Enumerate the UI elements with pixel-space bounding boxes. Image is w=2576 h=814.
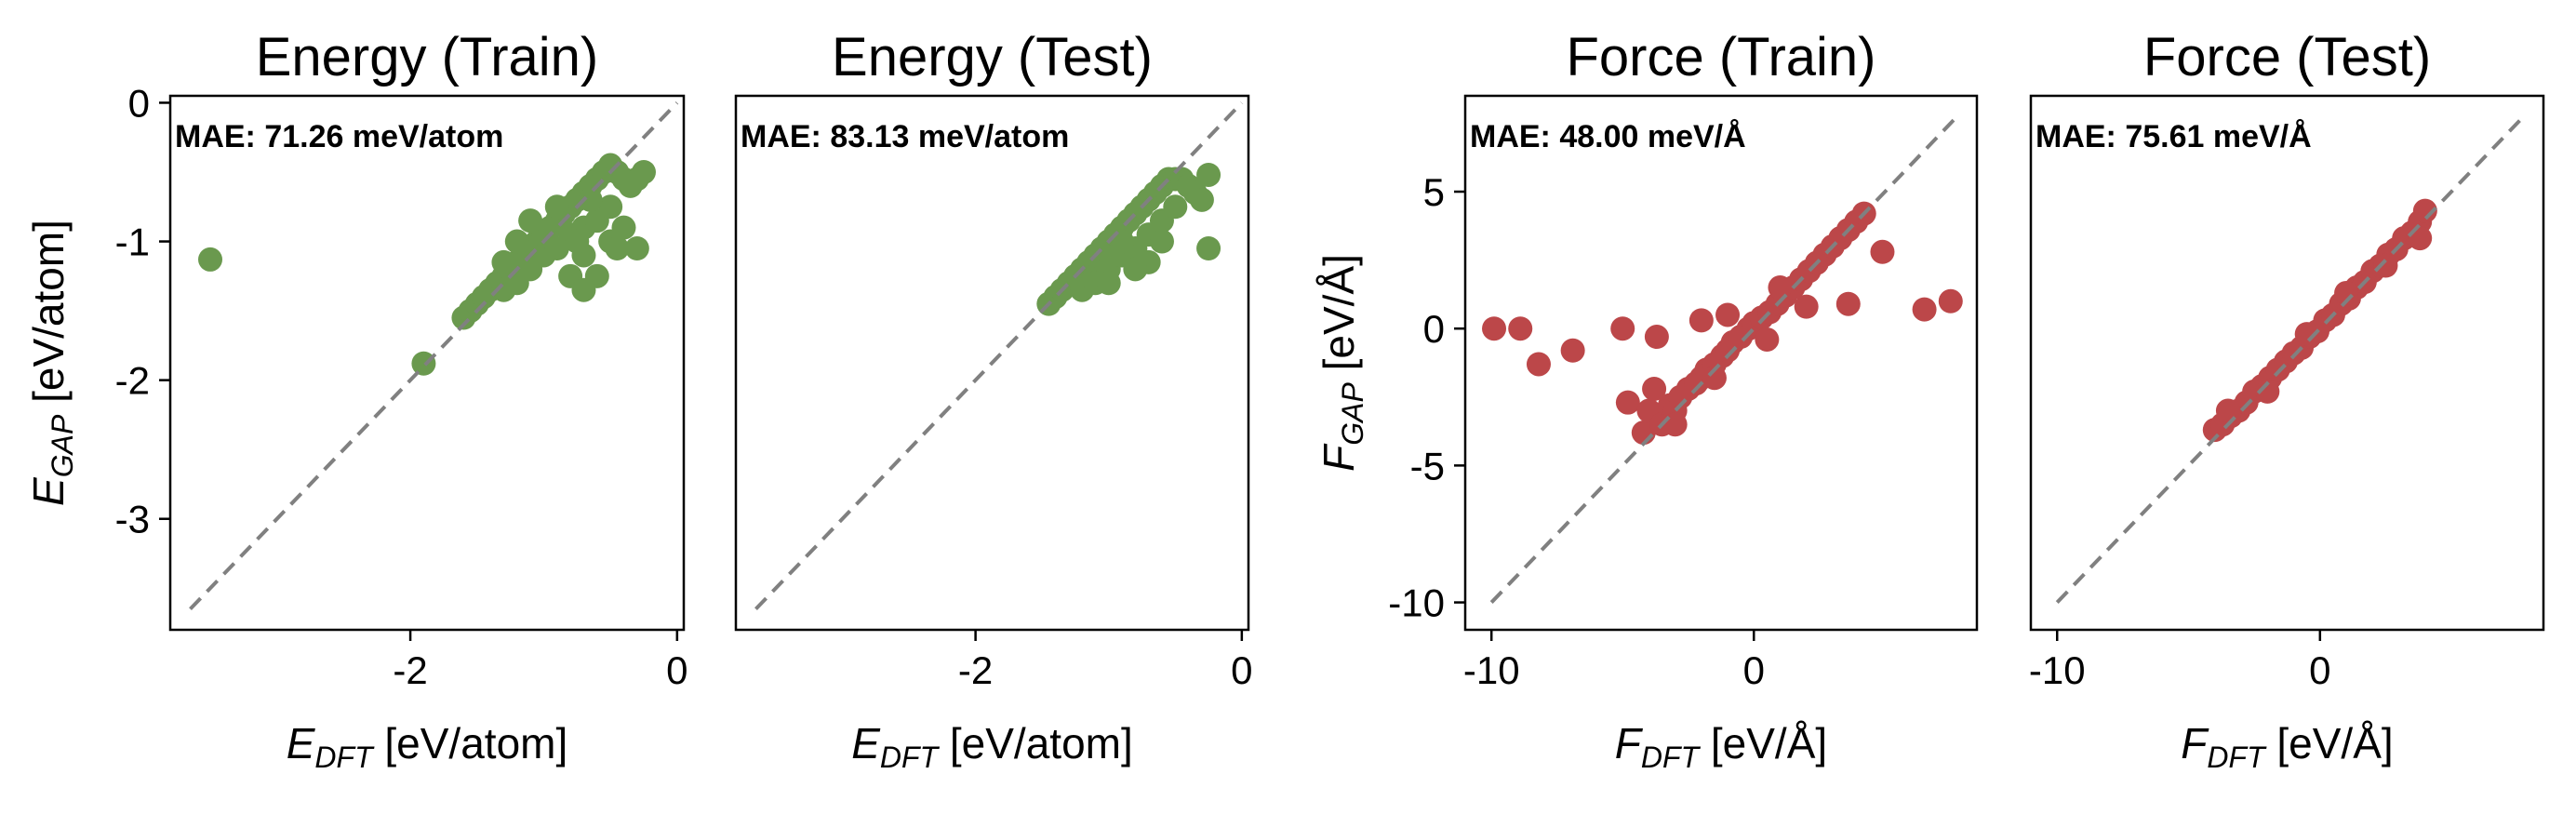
data-point <box>1096 271 1121 296</box>
data-point <box>1870 239 1895 264</box>
x-axis-label: FDFT [eV/Å] <box>1615 719 1827 774</box>
data-point <box>1196 162 1221 187</box>
axes-frame <box>168 94 686 632</box>
y-tick-label: -3 <box>115 498 150 541</box>
y-tick-label: 0 <box>128 81 150 125</box>
x-tick-label: 0 <box>1743 648 1765 692</box>
data-point <box>1912 297 1937 322</box>
data-point <box>1794 294 1819 319</box>
data-point <box>491 249 516 274</box>
data-point <box>2255 379 2280 404</box>
data-point <box>544 194 569 220</box>
data-point <box>1662 412 1688 437</box>
axes-frame <box>734 94 1250 632</box>
data-point <box>611 215 636 240</box>
diagonal-reference-line <box>2055 113 2527 604</box>
panel-2: Energy (Test) -2 0 MAE: 83.13 meV/atom EDFT … <box>734 27 1253 774</box>
data-point <box>2373 253 2398 278</box>
data-point <box>1196 236 1221 260</box>
panel-3: Force (Train) -10 0 5 0 -5 -10 MAE: 48.00 meV/Å… <box>1315 27 1979 774</box>
data-point <box>1526 352 1551 377</box>
data-point <box>1715 302 1741 327</box>
data-point <box>1768 275 1793 300</box>
data-point <box>2334 280 2359 305</box>
data-point <box>1560 338 1585 363</box>
data-point <box>2408 226 2433 251</box>
y-tick-label: -1 <box>115 220 150 264</box>
diagonal-reference-line <box>189 101 679 611</box>
data-point <box>1110 229 1135 254</box>
x-tick-label: 0 <box>666 648 687 692</box>
y-tick-label: 0 <box>1423 307 1445 351</box>
x-axis-label: EDFT [eV/atom] <box>287 719 568 774</box>
data-point <box>1482 316 1507 341</box>
data-point <box>1149 229 1174 254</box>
panel-title: Energy (Train) <box>256 27 599 87</box>
data-point <box>1163 194 1188 220</box>
data-point <box>605 236 630 260</box>
data-point <box>1189 187 1214 212</box>
data-point <box>1642 376 1667 401</box>
panel-4: Force (Test) -10 0 MAE: 75.61 meV/Å FDFT [eV… <box>2029 27 2545 774</box>
data-point <box>2294 322 2319 347</box>
panel-title: Force (Test) <box>2143 27 2431 87</box>
mae-annotation: MAE: 48.00 meV/Å <box>1470 119 1746 154</box>
diagonal-reference-line <box>754 101 1244 611</box>
data-point <box>518 208 543 234</box>
x-tick-label: -2 <box>393 648 427 692</box>
panel-1: Energy (Train) -2 0 0 -1 -2 -3 MAE: 71.26 meV/a… <box>24 27 688 774</box>
data-point <box>565 229 590 254</box>
x-tick-label: -10 <box>2029 648 2086 692</box>
data-point <box>198 247 223 272</box>
y-tick-label: -5 <box>1410 444 1445 487</box>
x-tick-label: 0 <box>1231 648 1252 692</box>
diagonal-reference-line <box>1489 113 1960 604</box>
y-tick-label: -10 <box>1388 581 1445 625</box>
data-point <box>1755 327 1780 352</box>
data-point <box>1644 325 1669 350</box>
x-axis-label: EDFT [eV/atom] <box>851 719 1133 774</box>
data-point <box>2215 398 2240 423</box>
data-point <box>1610 316 1635 341</box>
panel-title: Energy (Test) <box>832 27 1153 87</box>
data-point <box>578 187 603 212</box>
data-point <box>1508 316 1533 341</box>
data-point <box>624 236 649 260</box>
data-point <box>1835 291 1861 316</box>
data-point <box>1615 390 1640 415</box>
axes-frame <box>2029 94 2545 632</box>
x-tick-label: -10 <box>1463 648 1520 692</box>
x-axis-label: FDFT [eV/Å] <box>2181 719 2393 774</box>
y-tick-label: 5 <box>1423 170 1445 214</box>
y-tick-label: -2 <box>115 359 150 403</box>
data-point <box>571 277 596 302</box>
mae-annotation: MAE: 83.13 meV/atom <box>741 119 1069 154</box>
data-point <box>631 160 656 184</box>
panel-title: Force (Train) <box>1567 27 1876 87</box>
y-axis-label: EGAP [eV/atom] <box>24 220 79 506</box>
data-point <box>2412 198 2437 223</box>
x-tick-label: -2 <box>958 648 993 692</box>
data-point <box>598 194 623 220</box>
data-point <box>1938 288 1963 314</box>
x-tick-label: 0 <box>2309 648 2330 692</box>
data-point <box>504 229 529 254</box>
data-point <box>1688 308 1714 333</box>
data-point <box>1123 257 1148 282</box>
axes-frame <box>1463 94 1979 632</box>
mae-annotation: MAE: 71.26 meV/atom <box>175 119 503 154</box>
data-point <box>1702 366 1727 391</box>
mae-annotation: MAE: 75.61 meV/Å <box>2035 119 2312 154</box>
y-axis-label: FGAP [eV/Å] <box>1315 254 1369 472</box>
